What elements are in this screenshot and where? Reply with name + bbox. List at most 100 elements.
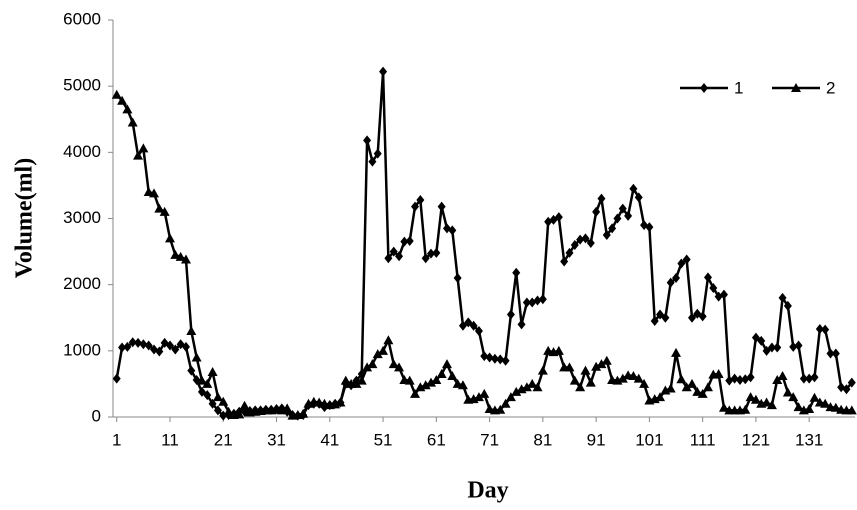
marker <box>203 390 212 401</box>
marker <box>127 117 138 127</box>
x-tick-label: 101 <box>635 430 663 449</box>
marker <box>517 319 526 330</box>
marker <box>165 340 174 351</box>
marker <box>581 233 590 244</box>
marker <box>421 253 430 264</box>
marker <box>405 235 414 246</box>
marker <box>490 353 499 364</box>
marker <box>175 251 186 261</box>
marker <box>384 253 393 264</box>
marker <box>111 89 122 99</box>
marker <box>138 143 149 153</box>
marker <box>180 254 191 264</box>
marker <box>282 403 293 413</box>
legend-label: 2 <box>826 78 835 97</box>
marker <box>474 325 483 336</box>
marker <box>576 234 585 245</box>
marker <box>661 312 670 323</box>
marker <box>191 352 202 362</box>
marker <box>778 292 787 303</box>
marker <box>672 273 681 284</box>
marker <box>404 375 415 385</box>
marker <box>677 258 686 269</box>
marker <box>702 382 713 392</box>
x-tick-label: 61 <box>427 430 446 449</box>
marker <box>388 359 399 369</box>
marker <box>783 300 792 311</box>
marker <box>363 135 372 146</box>
series-line <box>115 70 853 417</box>
marker <box>613 213 622 224</box>
marker <box>617 373 628 383</box>
x-tick-label: 91 <box>587 430 606 449</box>
marker <box>608 223 617 234</box>
marker <box>810 372 819 383</box>
marker <box>809 392 820 402</box>
marker <box>655 392 666 402</box>
y-tick-label: 6000 <box>63 9 101 28</box>
marker <box>212 392 223 402</box>
marker <box>634 192 643 203</box>
marker <box>782 387 793 397</box>
marker <box>772 374 783 384</box>
marker <box>554 212 563 223</box>
marker <box>580 365 591 375</box>
marker <box>794 340 803 351</box>
marker <box>457 380 468 390</box>
x-tick-label: 71 <box>480 430 499 449</box>
marker <box>379 66 388 77</box>
marker <box>139 339 148 350</box>
marker <box>788 392 799 402</box>
marker <box>207 367 218 377</box>
marker <box>735 374 744 385</box>
marker <box>373 148 382 159</box>
marker <box>149 188 160 198</box>
marker <box>766 400 777 410</box>
marker <box>213 405 222 416</box>
marker <box>767 342 776 353</box>
marker <box>202 378 213 388</box>
marker <box>223 406 234 416</box>
marker <box>500 398 511 408</box>
marker <box>688 312 697 323</box>
marker <box>553 345 564 355</box>
marker <box>789 341 798 352</box>
marker <box>842 384 851 395</box>
marker <box>420 380 431 390</box>
marker <box>473 392 484 402</box>
marker <box>453 273 462 284</box>
marker <box>496 354 505 365</box>
marker <box>505 392 516 402</box>
marker <box>372 349 383 359</box>
x-tick-label: 81 <box>533 430 552 449</box>
marker <box>122 104 133 114</box>
marker <box>805 373 814 384</box>
marker <box>597 193 606 204</box>
y-axis-title: Volume(ml) <box>12 158 38 278</box>
marker <box>624 210 633 221</box>
marker <box>692 386 703 396</box>
marker <box>144 340 153 351</box>
marker <box>719 289 728 300</box>
marker <box>804 404 815 414</box>
x-tick-label: 51 <box>374 430 393 449</box>
marker <box>821 324 830 335</box>
marker <box>569 375 580 385</box>
x-tick-label: 21 <box>214 430 233 449</box>
marker <box>437 201 446 212</box>
marker <box>629 183 638 194</box>
marker <box>799 373 808 384</box>
marker <box>495 404 506 414</box>
legend-marker <box>791 83 801 92</box>
marker <box>506 309 515 320</box>
marker <box>750 394 761 404</box>
marker <box>501 355 510 366</box>
marker <box>564 362 575 372</box>
marker <box>538 294 547 305</box>
marker <box>698 311 707 322</box>
marker <box>709 282 718 293</box>
marker <box>181 341 190 352</box>
marker <box>665 383 676 393</box>
marker <box>155 346 164 357</box>
